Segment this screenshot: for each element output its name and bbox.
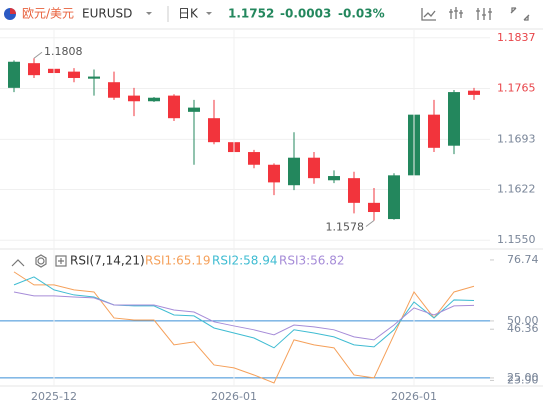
fullscreen-icon[interactable] [510, 7, 530, 21]
candle-body [68, 71, 80, 78]
candle-body [308, 157, 320, 179]
expand-icon[interactable] [55, 255, 67, 267]
candle-body [168, 95, 180, 119]
y-tick-label: 1.1693 [497, 132, 536, 145]
candle-body [268, 164, 280, 183]
legend-entry: RSI1:65.19 [145, 254, 211, 268]
min-pointer [365, 220, 375, 227]
period[interactable]: 日K [178, 7, 199, 21]
candle-body [188, 107, 200, 112]
candle-body [88, 76, 100, 79]
x-tick-label: 2025-12 [31, 390, 77, 403]
candle-body [288, 157, 300, 186]
candle-body [368, 202, 380, 213]
y-tick-label: 76.74 [507, 253, 539, 266]
gear-icon[interactable] [37, 257, 45, 265]
y-tick-label: 50.00 [507, 314, 539, 327]
rsi-line [13, 291, 475, 341]
rsi-line [13, 271, 475, 384]
rsi-title: RSI(7,14,21) [70, 254, 145, 268]
change: -0.0003 [280, 7, 331, 21]
max-pointer [33, 51, 43, 59]
legend-entry: RSI2:58.94 [212, 254, 278, 268]
indicator-icon[interactable] [421, 8, 436, 21]
candle-body [128, 95, 140, 102]
rsi-line [13, 276, 475, 349]
caret[interactable] [146, 12, 152, 15]
legend-entry: RSI3:56.82 [279, 254, 345, 268]
expand-icon[interactable] [58, 258, 64, 264]
y-tick-label: 1.1622 [497, 182, 536, 195]
candle-body [8, 61, 20, 88]
candle-body [148, 97, 160, 102]
price: 1.1752 [228, 7, 274, 21]
candle-body [348, 178, 360, 203]
candle-body [28, 63, 40, 76]
x-tick-label: 2026-01 [391, 390, 437, 403]
caret[interactable] [206, 12, 212, 15]
x-tick-label: 2026-01 [211, 390, 257, 403]
candle-body [248, 152, 260, 165]
rsi-toolbar [11, 254, 67, 268]
y-tick-label: 25.00 [507, 371, 539, 384]
candle-body [328, 176, 340, 181]
min-label: 1.1578 [326, 220, 365, 233]
max-label: 1.1808 [44, 45, 83, 58]
candle-body [108, 82, 120, 98]
y-tick-label: 1.1765 [497, 82, 536, 95]
candle-body [428, 114, 440, 148]
y-tick-label: 46.36 [507, 322, 539, 335]
change-percent: -0.03% [338, 7, 385, 21]
candle-body [448, 92, 460, 146]
symbol: EURUSD [82, 7, 132, 21]
candle-body [208, 118, 220, 143]
y-tick-label: 1.1837 [497, 31, 536, 44]
candle-icon[interactable] [449, 7, 463, 19]
candle-body [388, 175, 400, 220]
pair-name: 欧元/美元 [22, 7, 74, 21]
y-tick-label: 1.1550 [497, 233, 536, 246]
collapse-icon[interactable] [11, 259, 25, 267]
candle-body [468, 90, 480, 95]
flag-icon [10, 8, 16, 14]
header: 欧元/美元 EURUSD 日K 1.1752 -0.0003 -0.03% [4, 6, 530, 22]
gear-icon[interactable] [35, 254, 47, 268]
y-tick-label: 23.90 [507, 373, 539, 386]
settings-icon[interactable] [476, 8, 492, 20]
